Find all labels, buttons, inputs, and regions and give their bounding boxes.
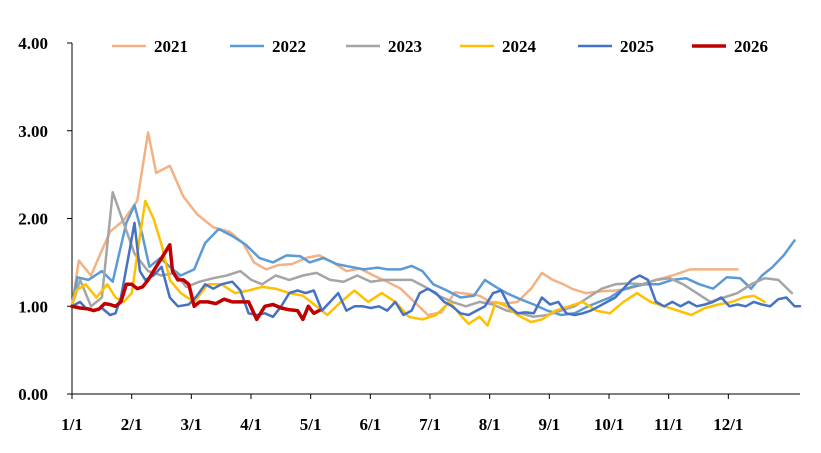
x-tick-label: 2/1 (121, 415, 143, 434)
x-tick-label: 8/1 (479, 415, 501, 434)
legend: 2021 2022 2023 2024 2025 2026 (112, 37, 768, 56)
series-line-2022 (70, 204, 796, 317)
y-tick-label: 1.00 (18, 297, 48, 316)
x-tick-label: 4/1 (240, 415, 262, 434)
y-tick-label: 3.00 (18, 122, 48, 141)
x-tick-label: 1/1 (61, 415, 83, 434)
series-line-2025 (70, 221, 802, 319)
series-line-2023 (70, 190, 794, 319)
x-tick-label: 11/1 (654, 415, 683, 434)
series-line-2024 (70, 199, 766, 327)
legend-label-2021: 2021 (154, 37, 188, 56)
legend-label-2022: 2022 (272, 37, 306, 56)
legend-label-2024: 2024 (502, 37, 537, 56)
y-tick-label: 0.00 (18, 385, 48, 404)
x-tick-label: 7/1 (419, 415, 441, 434)
legend-label-2026: 2026 (734, 37, 768, 56)
series-line-2021 (70, 131, 739, 317)
legend-label-2025: 2025 (620, 37, 654, 56)
y-tick-label: 2.00 (18, 210, 48, 229)
y-tick-label: 4.00 (18, 34, 48, 53)
x-tick-label: 6/1 (359, 415, 381, 434)
x-tick-label: 10/1 (594, 415, 624, 434)
y-axis-ticks: 0.00 1.00 2.00 3.00 4.00 (18, 34, 72, 404)
x-tick-label: 9/1 (538, 415, 560, 434)
x-axis-ticks: 1/1 2/1 3/1 4/1 5/1 6/1 7/1 8/1 9/1 10/1 11/1 12/1 (61, 394, 743, 434)
chart-axes (71, 43, 800, 395)
legend-label-2023: 2023 (388, 37, 422, 56)
x-tick-label: 5/1 (300, 415, 322, 434)
series-line-2026 (70, 243, 321, 322)
x-tick-label: 12/1 (713, 415, 743, 434)
x-tick-label: 3/1 (180, 415, 202, 434)
series-lines (70, 131, 802, 327)
